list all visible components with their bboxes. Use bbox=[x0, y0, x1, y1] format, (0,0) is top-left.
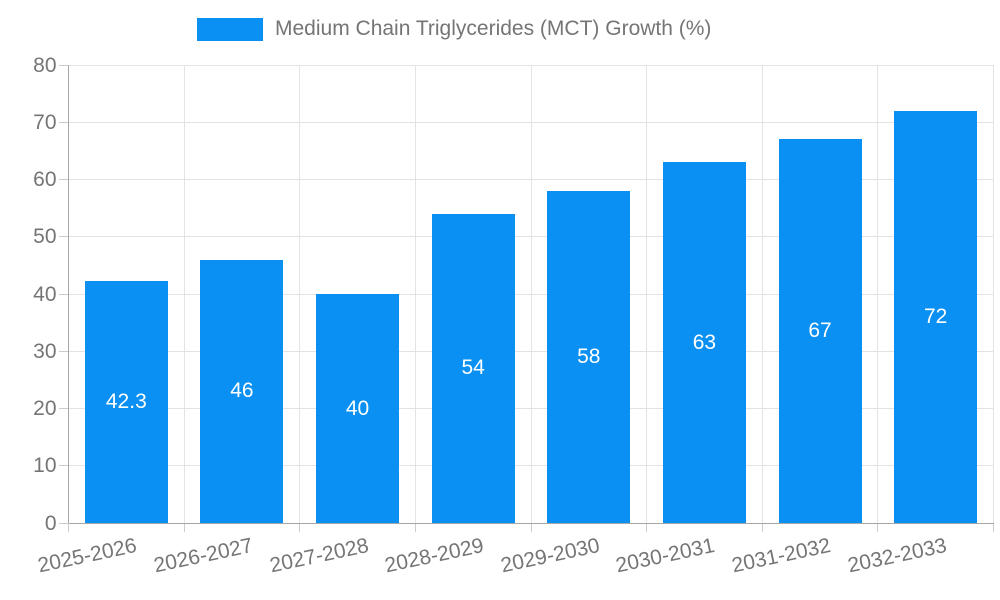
bar-value-label: 67 bbox=[808, 319, 832, 343]
x-axis-tick bbox=[68, 523, 69, 532]
y-axis-tick-label: 70 bbox=[33, 110, 57, 134]
legend-label: Medium Chain Triglycerides (MCT) Growth … bbox=[275, 17, 712, 40]
y-axis-tick-label: 40 bbox=[33, 282, 57, 306]
x-axis-tick bbox=[530, 523, 532, 532]
bar-2028-2029[interactable] bbox=[431, 213, 515, 523]
x-axis-category-label: 2025-2026 bbox=[36, 534, 140, 578]
gridline-vertical bbox=[646, 65, 648, 523]
y-axis-tick bbox=[58, 236, 69, 238]
y-axis-tick bbox=[58, 179, 69, 180]
bar-value-label: 46 bbox=[230, 379, 254, 403]
x-axis-category-label: 2029-2030 bbox=[498, 534, 602, 578]
x-axis-tick bbox=[993, 523, 994, 532]
x-axis-category-label: 2031-2032 bbox=[729, 534, 833, 578]
bar-value-label: 63 bbox=[692, 330, 717, 354]
bar-2025-2026[interactable] bbox=[84, 280, 168, 523]
y-axis-tick bbox=[58, 465, 69, 467]
x-axis-tick bbox=[877, 523, 879, 532]
gridline-vertical bbox=[761, 65, 763, 523]
bar-2031-2032[interactable] bbox=[778, 139, 862, 523]
x-axis-tick bbox=[646, 523, 648, 532]
bar-value-label: 58 bbox=[577, 344, 601, 368]
y-axis-tick bbox=[58, 121, 69, 123]
x-axis-category-label: 2028-2029 bbox=[382, 534, 486, 578]
gridline-vertical bbox=[183, 65, 185, 523]
y-axis-tick bbox=[58, 64, 69, 66]
x-axis-category-label: 2032-2033 bbox=[845, 534, 949, 578]
y-axis-tick-label: 0 bbox=[44, 511, 57, 535]
gridline-vertical bbox=[530, 65, 532, 523]
x-axis-category-label: 2026-2027 bbox=[151, 534, 255, 578]
bar-value-label: 54 bbox=[461, 356, 485, 380]
y-axis-tick-label: 30 bbox=[33, 339, 57, 363]
x-axis-category-label: 2030-2031 bbox=[614, 534, 718, 578]
bar-value-label: 40 bbox=[345, 396, 370, 420]
bar-2026-2027[interactable] bbox=[200, 259, 284, 523]
gridline-vertical bbox=[414, 65, 416, 523]
bar-2027-2028[interactable] bbox=[316, 294, 400, 523]
y-axis-tick bbox=[58, 350, 69, 352]
x-axis-tick bbox=[414, 523, 416, 532]
bar-2030-2031[interactable] bbox=[662, 162, 746, 523]
x-axis-tick bbox=[761, 523, 763, 532]
x-axis-tick bbox=[183, 523, 185, 532]
bar-2029-2030[interactable] bbox=[547, 190, 631, 523]
legend-item[interactable]: Medium Chain Triglycerides (MCT) Growth … bbox=[197, 17, 711, 41]
bar-value-label: 42.3 bbox=[105, 389, 147, 413]
y-axis-tick-label: 20 bbox=[33, 397, 57, 420]
gridline-vertical bbox=[993, 65, 994, 523]
x-axis-line bbox=[68, 522, 994, 524]
gridline-vertical bbox=[299, 65, 301, 523]
y-axis-line bbox=[68, 65, 69, 523]
y-axis-tick bbox=[58, 408, 69, 409]
bar-2032-2033[interactable] bbox=[894, 110, 978, 523]
bar-value-label: 72 bbox=[924, 304, 948, 328]
y-axis-tick-label: 80 bbox=[33, 53, 57, 77]
gridline-vertical bbox=[877, 65, 879, 523]
y-axis-tick-label: 50 bbox=[33, 225, 57, 249]
x-axis-tick bbox=[299, 523, 301, 532]
x-axis-category-label: 2027-2028 bbox=[267, 534, 371, 578]
legend-swatch-icon bbox=[197, 17, 263, 41]
y-axis-tick bbox=[58, 293, 69, 295]
y-axis-tick-label: 10 bbox=[33, 454, 57, 478]
y-axis-tick-label: 60 bbox=[33, 168, 57, 191]
y-axis-tick bbox=[58, 522, 69, 524]
